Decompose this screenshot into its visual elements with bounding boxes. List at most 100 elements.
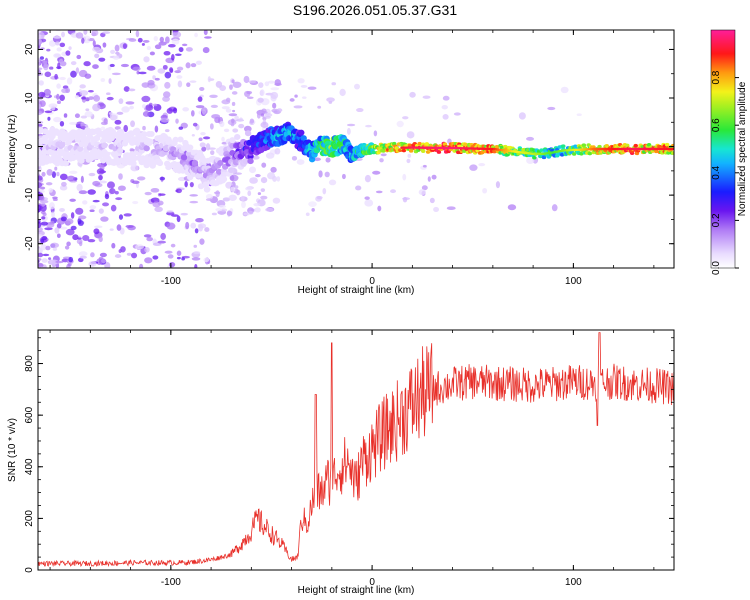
- spectrogram-noise-cell: [236, 189, 241, 196]
- spectrogram-noise-cell: [100, 126, 106, 131]
- spectrogram-noise-cell: [339, 88, 346, 97]
- spectrogram-noise-cell: [197, 96, 203, 102]
- spectrogram-noise-cell: [316, 195, 323, 200]
- spectrogram-ridge-cell: [186, 144, 194, 151]
- spectrogram-x-axis: -100 0 100: [49, 30, 655, 287]
- spectrogram-noise-cell: [122, 43, 128, 49]
- spectrogram-noise-cell: [38, 226, 43, 233]
- spectrogram-noise-cell: [402, 196, 408, 203]
- spectrogram-noise-cell: [205, 198, 213, 201]
- spectrogram-noise-cell: [40, 238, 45, 244]
- spectrogram-noise-cell: [170, 243, 176, 248]
- spectrogram-noise-cell: [39, 186, 46, 190]
- spectrogram-noise-cell: [84, 73, 92, 79]
- spectrogram-noise-cell: [70, 70, 77, 78]
- spectrogram-ridge-cell: [180, 154, 188, 161]
- spectrogram-noise-cell: [38, 234, 43, 238]
- spectrogram-ridge-cell: [143, 145, 150, 152]
- spectrogram-noise-cell: [159, 176, 166, 181]
- spectrogram-noise-cell: [189, 194, 198, 197]
- spectrogram-noise-cell: [163, 91, 171, 98]
- spectrogram-noise-cell: [203, 257, 210, 263]
- snr-x-label: Height of straight line (km): [298, 585, 415, 596]
- spectrogram-noise-cell: [230, 123, 235, 127]
- spectrogram-noise-cell: [42, 253, 50, 257]
- spectrogram-noise-cell: [195, 105, 205, 109]
- spectrogram-noise-cell: [116, 111, 124, 115]
- spectrogram-noise-cell: [526, 156, 535, 165]
- spectrogram-ridge-cell: [436, 150, 442, 154]
- spectrogram-noise-cell: [38, 103, 42, 109]
- spectrogram-noise-cell: [76, 54, 82, 60]
- spectrogram-noise-cell: [70, 212, 75, 219]
- spectrogram-noise-cell: [43, 60, 48, 65]
- spectrogram-noise-cell: [88, 96, 94, 100]
- spectrogram-noise-cell: [67, 263, 72, 267]
- spectrogram-noise-cell: [42, 212, 47, 217]
- spectrogram-noise-cell: [189, 80, 197, 83]
- spectrogram-noise-cell: [66, 175, 76, 182]
- spectrogram-ridge-cell: [424, 142, 430, 146]
- spectrogram-noise-cell: [248, 80, 257, 84]
- spectrogram-noise-cell: [238, 123, 245, 129]
- spectrogram-noise-cell: [243, 212, 250, 216]
- spectrogram-noise-cell: [186, 82, 191, 88]
- spectrogram-noise-cell: [184, 181, 188, 188]
- y-tick-label: 400: [24, 458, 35, 475]
- spectrogram-ridge-cell: [579, 152, 584, 156]
- spectrogram-noise-cell: [98, 236, 103, 243]
- figure-title: S196.2026.051.05.37.G31: [292, 2, 458, 18]
- spectrogram-noise-cell: [193, 251, 201, 255]
- spectrogram-noise-cell: [441, 104, 448, 110]
- colorbar-tick-label: 0.8: [711, 70, 722, 84]
- spectrogram-noise-cell: [129, 105, 134, 110]
- spectrogram-noise-cell: [421, 185, 428, 191]
- spectrogram-ridge-cell: [539, 148, 544, 152]
- spectrogram-noise-cell: [125, 224, 134, 228]
- spectrogram-noise-cell: [38, 30, 42, 34]
- spectrogram-noise-cell: [38, 80, 44, 86]
- spectrogram-ridge-cell: [191, 159, 199, 166]
- spectrogram-noise-cell: [176, 66, 184, 71]
- spectrogram-noise-cell: [175, 188, 182, 194]
- spectrogram-noise-cell: [265, 152, 275, 159]
- spectrogram-noise-cell: [82, 235, 90, 241]
- spectrogram-noise-cell: [231, 79, 235, 84]
- spectrogram-noise-cell: [100, 121, 108, 126]
- x-tick-label: 0: [369, 577, 375, 588]
- spectrogram-noise-cell: [46, 222, 54, 225]
- spectrogram-noise-cell: [38, 258, 42, 261]
- spectrogram-noise-cell: [164, 81, 171, 89]
- spectrogram-noise-cell: [52, 196, 58, 200]
- spectrogram-ridge-cell: [62, 160, 69, 167]
- spectrogram-noise-cell: [121, 106, 130, 113]
- spectrogram-noise-cell: [80, 115, 88, 119]
- spectrogram-noise-cell: [109, 63, 115, 68]
- spectrogram-ridge-cell: [633, 143, 638, 148]
- spectrogram-noise-cell: [84, 111, 93, 118]
- spectrogram-ridge-cell: [127, 131, 135, 138]
- spectrogram-noise-cell: [158, 41, 167, 46]
- spectrogram-noise-cell: [79, 84, 86, 89]
- spectrogram-noise-cell: [38, 110, 43, 116]
- spectrogram-noise-cell: [61, 181, 67, 187]
- spectrogram-ridge-cell: [581, 143, 587, 147]
- spectrogram-noise-cell: [59, 185, 68, 191]
- spectrogram-noise-cell: [260, 121, 269, 128]
- spectrogram-noise-cell: [482, 187, 488, 194]
- y-tick-label: 20: [24, 43, 35, 55]
- spectrogram-noise-cell: [154, 206, 163, 212]
- spectrogram-ridge-cell: [130, 160, 137, 167]
- spectrogram-noise-cell: [469, 164, 478, 171]
- spectrogram-ridge-cell: [215, 168, 223, 175]
- spectrogram-noise-cell: [38, 262, 44, 268]
- spectrogram-noise-cell: [39, 56, 45, 60]
- spectrogram-noise-cell: [56, 233, 61, 239]
- spectrogram-noise-cell: [82, 200, 88, 205]
- spectrogram-frame: [37, 29, 675, 269]
- spectrogram-noise-cell: [83, 61, 91, 67]
- spectrogram-noise-cell: [141, 95, 151, 103]
- spectrogram-noise-cell: [135, 30, 140, 38]
- spectrogram-noise-cell: [175, 118, 179, 124]
- spectrogram-noise-cell: [380, 153, 387, 157]
